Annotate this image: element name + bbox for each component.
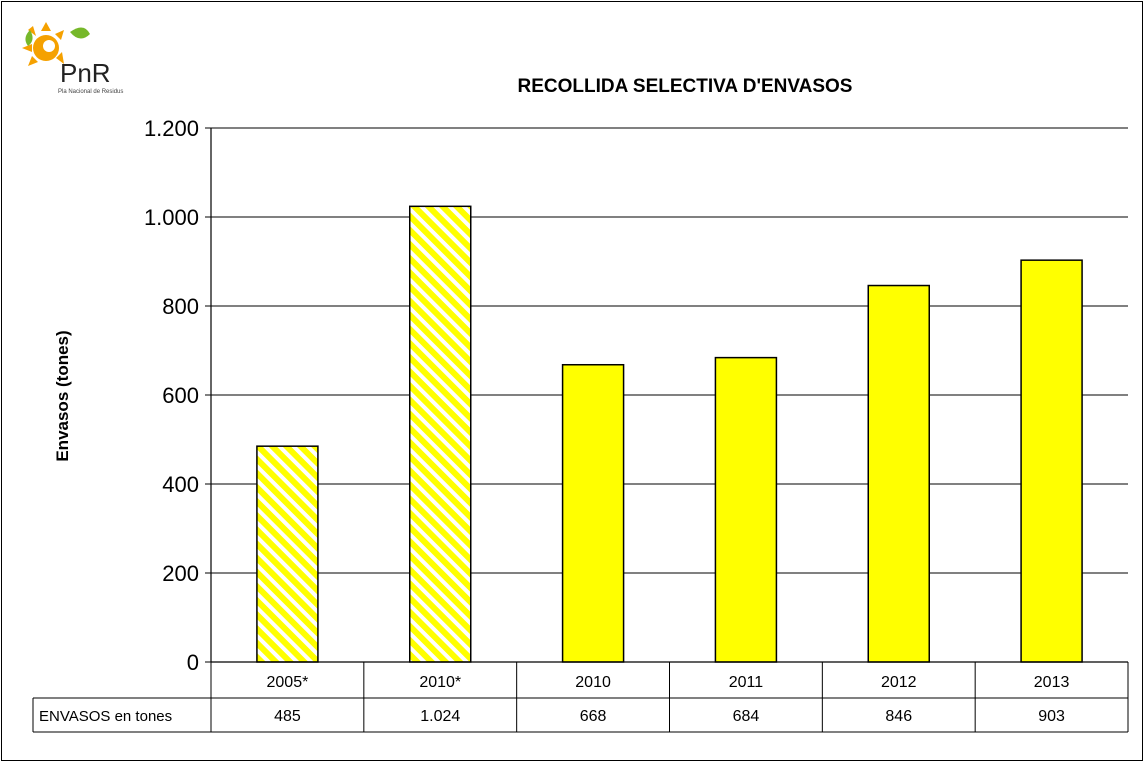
table-value: 684 bbox=[733, 708, 760, 725]
y-tick-label: 1.000 bbox=[144, 205, 199, 230]
bar-2005* bbox=[256, 445, 319, 663]
bars bbox=[256, 205, 1083, 663]
x-tick-label: 2013 bbox=[1034, 674, 1070, 691]
table-value: 485 bbox=[274, 708, 301, 725]
y-tick-label: 600 bbox=[162, 383, 199, 408]
y-tick-label: 400 bbox=[162, 472, 199, 497]
table-series-label: ENVASOS en tones bbox=[39, 708, 172, 725]
gridlines bbox=[211, 127, 1128, 574]
pnr-logo: PnR Pla Nacional de Residus bbox=[22, 22, 123, 95]
bar-2012 bbox=[867, 284, 930, 663]
y-axis-label: Envasos (tones) bbox=[53, 330, 72, 461]
y-tick-label: 0 bbox=[187, 650, 199, 675]
y-tick-label: 800 bbox=[162, 294, 199, 319]
x-tick-label: 2005* bbox=[267, 674, 309, 691]
bar-2010 bbox=[561, 363, 625, 663]
y-tick-label: 200 bbox=[162, 561, 199, 586]
sun-icon bbox=[22, 22, 64, 66]
logo-subtitle: Pla Nacional de Residus bbox=[58, 89, 123, 95]
data-table: ENVASOS en tones 2005* 485 2010* 1.024 2010 66… bbox=[32, 662, 1129, 733]
x-tick-label: 2010* bbox=[419, 674, 461, 691]
table-value: 668 bbox=[580, 708, 607, 725]
x-tick-label: 2010 bbox=[575, 674, 611, 691]
x-tick-label: 2011 bbox=[729, 674, 764, 691]
y-tick-label: 1.200 bbox=[144, 116, 199, 141]
bar-2011 bbox=[714, 356, 778, 663]
logo-text: PnR bbox=[60, 58, 111, 88]
bar-2010* bbox=[409, 205, 472, 663]
table-value: 846 bbox=[885, 708, 912, 725]
y-axis-ticks: 0 200 400 600 800 1.000 1.200 bbox=[144, 116, 211, 675]
x-tick-label: 2012 bbox=[881, 674, 917, 691]
chart-title: RECOLLIDA SELECTIVA D'ENVASOS bbox=[518, 76, 853, 97]
leaf-icon bbox=[25, 27, 90, 46]
bar-2013 bbox=[1020, 259, 1083, 663]
table-value: 903 bbox=[1038, 708, 1065, 725]
table-value: 1.024 bbox=[420, 708, 460, 725]
